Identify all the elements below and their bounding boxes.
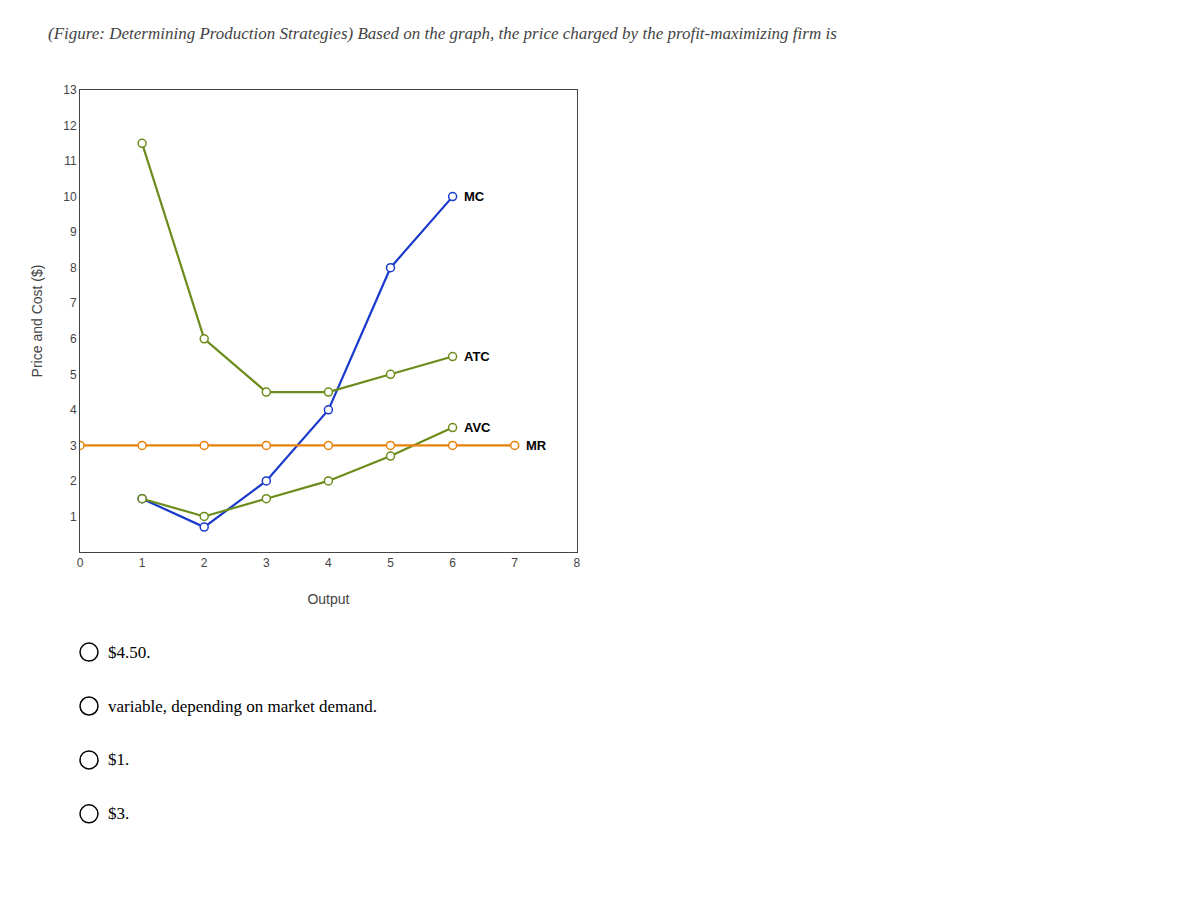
svg-text:9: 9: [70, 225, 77, 239]
svg-text:1: 1: [70, 510, 77, 524]
svg-text:variable, depending on market: variable, depending on market demand.: [108, 697, 377, 716]
svg-text:5: 5: [387, 556, 394, 570]
svg-text:4: 4: [70, 403, 77, 417]
svg-text:0: 0: [77, 556, 84, 570]
svg-text:8: 8: [573, 556, 580, 570]
svg-text:2: 2: [201, 556, 208, 570]
svg-text:$3.: $3.: [108, 804, 129, 823]
svg-text:6: 6: [449, 556, 456, 570]
svg-text:10: 10: [63, 190, 77, 204]
svg-text:6: 6: [70, 332, 77, 346]
svg-text:3: 3: [263, 556, 270, 570]
svg-text:4: 4: [325, 556, 332, 570]
svg-text:AVC: AVC: [464, 420, 491, 435]
svg-text:12: 12: [63, 119, 77, 133]
svg-text:(Figure: Determining Productio: (Figure: Determining Production Strategi…: [48, 24, 837, 43]
svg-text:2: 2: [70, 474, 77, 488]
svg-text:5: 5: [70, 368, 77, 382]
svg-text:$4.50.: $4.50.: [108, 643, 151, 662]
svg-text:8: 8: [70, 261, 77, 275]
svg-text:7: 7: [511, 556, 518, 570]
svg-text:MC: MC: [464, 189, 485, 204]
svg-text:3: 3: [70, 439, 77, 453]
svg-text:1: 1: [139, 556, 146, 570]
svg-text:7: 7: [70, 296, 77, 310]
svg-text:Output: Output: [307, 591, 349, 607]
svg-text:13: 13: [63, 83, 77, 97]
svg-text:ATC: ATC: [464, 349, 490, 364]
svg-text:11: 11: [64, 154, 77, 168]
svg-text:Price and Cost ($): Price and Cost ($): [29, 265, 45, 378]
svg-text:MR: MR: [526, 438, 547, 453]
svg-text:$1.: $1.: [108, 750, 129, 769]
